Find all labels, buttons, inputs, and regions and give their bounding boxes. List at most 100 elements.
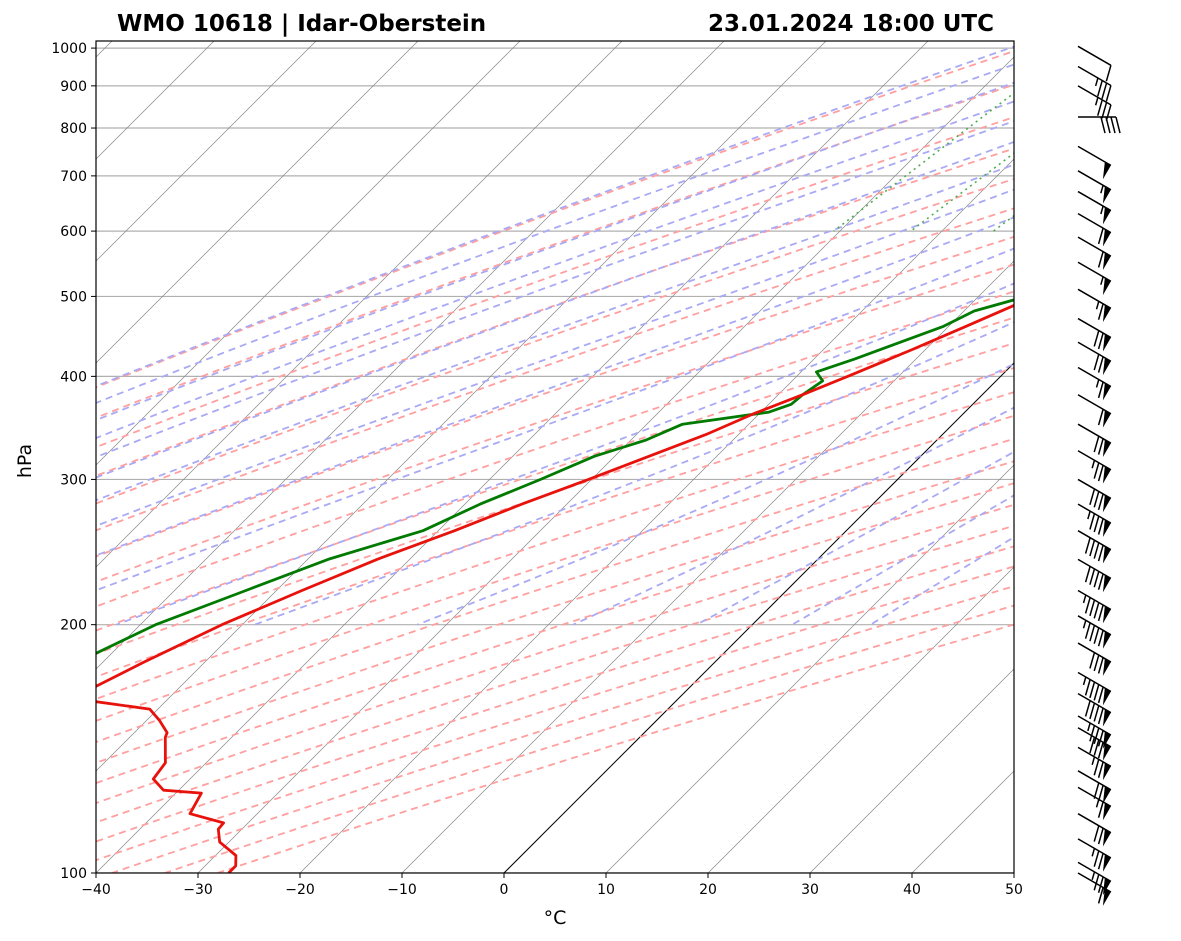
wind-barb (1077, 770, 1112, 804)
wind-barb (1077, 341, 1112, 376)
dry-adiabat (96, 524, 1014, 824)
wind-barb (1077, 671, 1112, 706)
wind-barb (1077, 450, 1112, 484)
wind-barb (1077, 589, 1112, 624)
wind-barb (1077, 530, 1112, 564)
y-tick-label: 800 (60, 121, 87, 137)
wind-barb (1077, 236, 1112, 270)
wind-barb (1077, 615, 1112, 649)
wind-barb (1077, 838, 1112, 872)
x-tick-label: −20 (285, 882, 315, 898)
isotherm (401, 260, 1014, 873)
y-tick-label: 900 (60, 79, 87, 95)
isotherm (911, 770, 1014, 873)
y-tick-label: 700 (60, 169, 87, 185)
wind-barb (1077, 692, 1112, 727)
moist-adiabat (96, 216, 1014, 557)
wind-barb (1077, 366, 1112, 401)
x-tick-label: −10 (387, 882, 417, 898)
dry-adiabat (96, 565, 1014, 862)
wind-barb (1077, 746, 1112, 781)
moist-adiabat (116, 282, 1014, 626)
mixing-ratio-line (833, 92, 1014, 232)
x-tick-label: 20 (699, 882, 717, 898)
wind-barb (1077, 190, 1112, 225)
dewpoint-profile (96, 298, 1014, 655)
y-tick-label: 200 (60, 618, 87, 634)
chart-title-time: 23.01.2024 18:00 UTC (708, 11, 994, 37)
wind-barb (1077, 394, 1112, 428)
x-axis-label: °C (544, 907, 567, 929)
isotherm (96, 41, 827, 772)
mixing-ratio-line (1045, 41, 1181, 231)
x-axis-ticks: −40 −30 −20 −10 0 10 20 30 40 50 (81, 873, 1023, 898)
plot-area (0, 40, 1181, 874)
moist-adiabat (96, 188, 1014, 527)
temperature-profile (96, 303, 1014, 873)
x-tick-label: 0 (500, 882, 509, 898)
dry-adiabat (96, 391, 1014, 700)
x-tick-label: −30 (183, 882, 213, 898)
moist-adiabat (96, 120, 1014, 459)
dry-adiabat (96, 235, 1014, 558)
x-tick-label: 40 (903, 882, 921, 898)
moist-adiabat (96, 163, 1014, 502)
x-tick-label: 50 (1005, 882, 1023, 898)
wind-barbs (1077, 45, 1121, 906)
isotherm (96, 41, 419, 364)
dry-adiabat (164, 604, 1014, 873)
wind-barb (1077, 715, 1112, 749)
isotherm (707, 566, 1014, 873)
dry-adiabat (96, 414, 1014, 722)
wind-barb (1077, 170, 1112, 204)
wind-barb (1077, 423, 1112, 458)
wind-barb (1077, 261, 1112, 296)
y-axis-label: hPa (14, 444, 36, 478)
dry-adiabat (96, 482, 1014, 785)
y-tick-label: 400 (60, 369, 87, 385)
mixing-ratio-line (1112, 41, 1181, 231)
wind-barb (1077, 558, 1112, 593)
isotherm (1013, 872, 1014, 873)
isotherm (96, 41, 623, 568)
wind-barb (1077, 503, 1112, 537)
wind-barb (1077, 145, 1112, 180)
isotherm (809, 668, 1014, 873)
wind-barb (1077, 288, 1112, 323)
dry-adiabat (96, 50, 1014, 389)
wind-barb (1077, 478, 1112, 513)
dry-adiabat (96, 147, 1014, 477)
dry-adiabat (96, 83, 1014, 419)
moist-adiabat (96, 140, 1014, 479)
wind-barb (1077, 45, 1112, 82)
y-tick-label: 100 (60, 866, 87, 882)
wind-barb (1077, 85, 1112, 121)
dry-adiabat (96, 437, 1014, 743)
x-tick-label: −40 (81, 882, 111, 898)
wind-barb (1077, 861, 1112, 896)
x-tick-label: 30 (801, 882, 819, 898)
isotherm (605, 464, 1014, 873)
isotherm (0, 41, 10, 873)
dry-adiabat (96, 342, 1014, 655)
isotherm (197, 56, 1014, 873)
mixing-ratio-line (1177, 41, 1181, 231)
isotherm (299, 158, 1014, 873)
wind-barb (1077, 642, 1112, 676)
moist-adiabat (96, 247, 1014, 592)
wind-barb (1077, 212, 1112, 247)
isotherm (96, 41, 317, 262)
mixing-ratio-line (992, 214, 1014, 232)
chart-title-station: WMO 10618 | Idar-Oberstein (117, 11, 486, 37)
moist-adiabat (416, 362, 1014, 626)
y-axis-ticks: 100 200 300 400 500 600 700 800 900 1000 (51, 41, 96, 882)
y-tick-label: 1000 (51, 41, 87, 57)
plot-frame (95, 40, 1015, 874)
x-tick-label: 10 (597, 882, 615, 898)
wind-barb (1078, 116, 1121, 134)
wind-barb (1077, 813, 1112, 847)
y-tick-label: 600 (60, 224, 87, 240)
wind-barb (1077, 317, 1112, 352)
dry-adiabat (96, 316, 1014, 632)
